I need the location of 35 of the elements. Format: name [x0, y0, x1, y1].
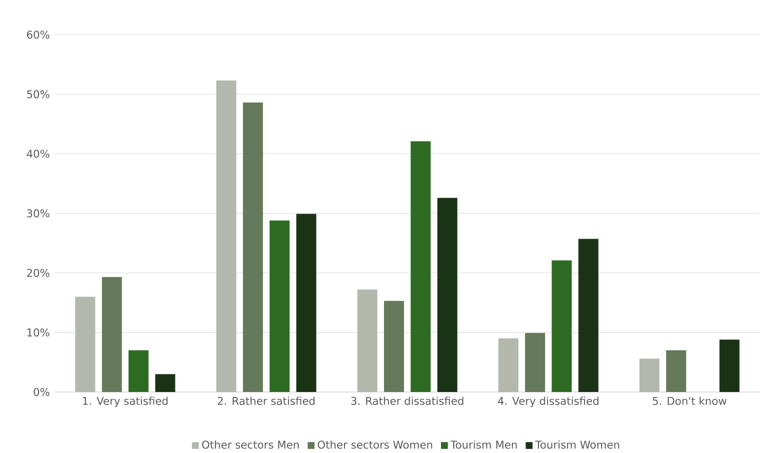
y-tick-label: 60% [27, 30, 50, 39]
x-tick-label: 5. Don't know [652, 396, 726, 405]
bar [102, 277, 122, 392]
legend-label: Other sectors Women [318, 440, 432, 449]
x-tick-label: 3. Rather dissatisfied [351, 396, 464, 405]
y-tick-label: 40% [26, 150, 50, 158]
bar [552, 260, 572, 392]
x-tick-label: 2. Rather satisfied [218, 396, 315, 405]
bar [384, 300, 404, 392]
x-tick-label: 4. Very dissatisfied [498, 396, 598, 408]
bar [639, 358, 660, 392]
y-tick-label: 20% [27, 268, 50, 277]
y-tick-label: 50% [27, 90, 50, 98]
y-tick-label: 10% [27, 328, 50, 336]
x-tick-label: 1. Very satisfied [83, 396, 168, 408]
legend-label: Tourism Men [450, 440, 517, 449]
bar [216, 80, 236, 392]
bar [242, 102, 263, 392]
bar [525, 333, 546, 392]
bar [578, 238, 598, 392]
legend-label: Other sectors Men [202, 440, 299, 449]
bar [410, 141, 431, 392]
bar [437, 198, 458, 392]
bar [128, 350, 149, 392]
bar [498, 338, 518, 392]
bar [296, 214, 316, 392]
bar [357, 290, 378, 392]
bar [666, 350, 686, 392]
bar [719, 340, 740, 392]
bar [270, 220, 290, 392]
bar [155, 374, 176, 392]
bar [75, 296, 96, 392]
y-tick-label: 0% [34, 388, 50, 396]
y-tick-label: 30% [27, 209, 50, 218]
legend-label: Tourism Women [535, 440, 620, 449]
